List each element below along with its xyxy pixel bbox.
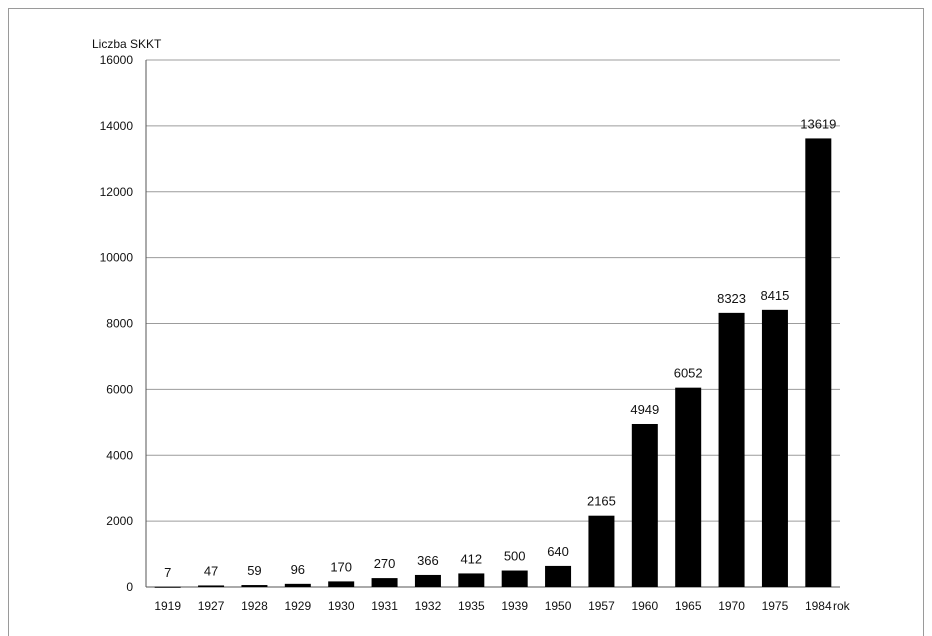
x-tick-label: 1975 (762, 599, 789, 613)
data-label: 500 (504, 549, 526, 564)
data-label: 2165 (587, 494, 616, 509)
data-label: 13619 (800, 116, 836, 131)
x-tick-label: 1935 (458, 599, 485, 613)
x-tick-label: 1965 (675, 599, 702, 613)
bar (414, 574, 441, 587)
bar (761, 309, 788, 587)
data-label: 412 (460, 551, 482, 566)
data-label: 8415 (760, 288, 789, 303)
y-axis-label: Liczba SKKT (92, 37, 162, 51)
bar (588, 515, 615, 587)
bar (675, 387, 702, 587)
x-tick-label: 1970 (718, 599, 745, 613)
y-tick-labels: 0 2000 4000 6000 8000 10000 12000 14000 16000 (100, 53, 134, 594)
bar (458, 573, 485, 587)
x-tick-label: 1984 (805, 599, 832, 613)
x-tick-label: 1928 (241, 599, 268, 613)
bar (371, 578, 398, 587)
data-label: 96 (291, 562, 305, 577)
y-tick-label: 2000 (106, 514, 133, 528)
data-label: 640 (547, 544, 569, 559)
bar (284, 583, 311, 587)
y-tick-label: 12000 (100, 185, 134, 199)
bar (198, 585, 225, 587)
data-labels: 7 47 59 96 170 270 366 412 500 640 2165 4949 6052 832… (164, 116, 836, 579)
data-label: 59 (247, 563, 261, 578)
data-label: 270 (374, 556, 396, 571)
x-tick-label: 1929 (284, 599, 311, 613)
bar (545, 565, 572, 587)
x-tick-label: 1927 (198, 599, 225, 613)
bar (241, 585, 268, 587)
y-tick-label: 16000 (100, 53, 134, 67)
x-tick-label: 1932 (415, 599, 442, 613)
bar (805, 138, 832, 587)
data-label: 170 (330, 559, 352, 574)
x-tick-label: 1960 (631, 599, 658, 613)
data-label: 8323 (717, 291, 746, 306)
bar (718, 312, 745, 587)
y-tick-label: 0 (126, 580, 133, 594)
y-tick-label: 10000 (100, 251, 134, 265)
bars (154, 138, 832, 588)
x-tick-labels: 1919 1927 1928 1929 1930 1931 1932 1935 1939 1950… (154, 599, 832, 613)
data-label: 6052 (674, 366, 703, 381)
x-tick-label: 1930 (328, 599, 355, 613)
y-tick-label: 14000 (100, 119, 134, 133)
bar (154, 586, 181, 588)
bar (631, 423, 658, 587)
bar (328, 581, 355, 587)
x-tick-label: 1957 (588, 599, 615, 613)
chart-frame (8, 8, 924, 636)
x-tick-label: 1919 (154, 599, 181, 613)
x-tick-label: 1950 (545, 599, 572, 613)
data-label: 47 (204, 563, 218, 578)
data-label: 7 (164, 565, 171, 580)
bar (501, 570, 528, 587)
y-tick-label: 8000 (106, 317, 133, 331)
x-tick-label: 1931 (371, 599, 398, 613)
data-label: 4949 (630, 402, 659, 417)
y-tick-label: 4000 (106, 448, 133, 462)
y-tick-label: 6000 (106, 382, 133, 396)
x-axis-label: rok (833, 599, 851, 613)
x-tick-label: 1939 (501, 599, 528, 613)
data-label: 366 (417, 553, 439, 568)
